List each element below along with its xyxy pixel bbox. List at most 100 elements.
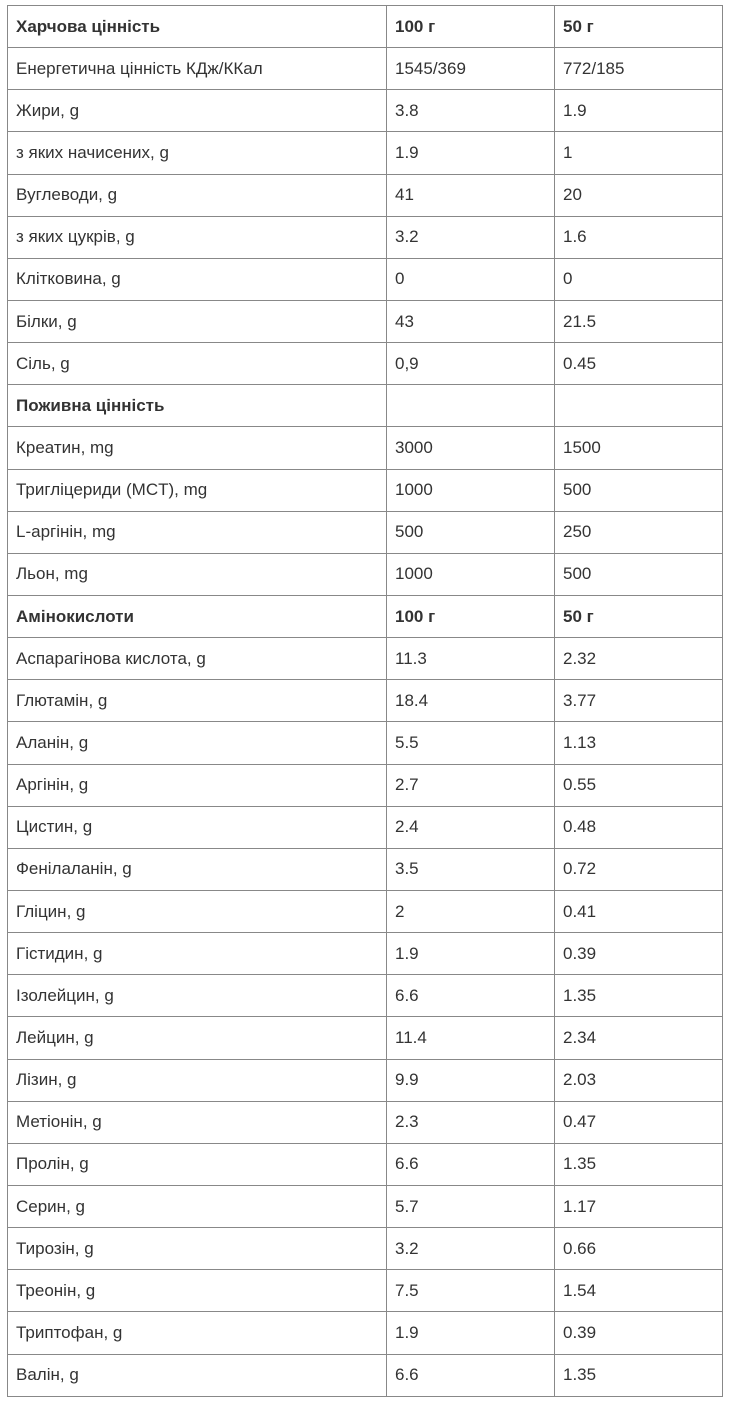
table-cell: 1000 [386,468,555,512]
table-cell: 100 г [386,4,555,49]
table-cell: 2 [386,889,555,934]
table-cell: з яких цукрів, g [7,215,387,259]
table-row: Гістидин, g 1.9 0.39 [7,932,723,976]
table-cell: 0.39 [554,1311,723,1355]
table-cell: Енергетична цінність КДж/ККал [7,47,387,91]
table-cell: Триптофан, g [7,1311,387,1355]
table-cell: 5.7 [386,1184,555,1229]
table-cell: Білки, g [7,299,387,344]
table-cell: 500 [554,552,723,596]
table-cell: Цистин, g [7,805,387,849]
table-cell: L-аргінін, mg [7,510,387,554]
table-row: Метіонін, g 2.3 0.47 [7,1100,723,1144]
table-row: Амінокислоти 100 г 50 г [7,594,723,639]
table-row: Лізин, g 9.9 2.03 [7,1058,723,1102]
table-cell: 1.35 [554,974,723,1018]
table-cell: Треонін, g [7,1269,387,1313]
table-cell: Лейцин, g [7,1016,387,1060]
table-cell: 0,9 [386,342,555,386]
table-body: Харчова цінність 100 г 50 г Енергетична цін… [7,4,723,1397]
table-cell [386,384,555,428]
table-row: Льон, mg 1000 500 [7,552,723,596]
table-row: Триптофан, g 1.9 0.39 [7,1311,723,1355]
nutrition-table: Харчова цінність 100 г 50 г Енергетична цін… [7,4,723,1397]
table-cell: Тригліцериди (MCT), mg [7,468,387,512]
table-cell: Глютамін, g [7,679,387,723]
table-cell: Поживна цінність [7,384,387,428]
table-cell: Сіль, g [7,342,387,386]
table-cell: Вуглеводи, g [7,173,387,217]
table-cell: 3.2 [386,1227,555,1271]
table-cell: Ізолейцин, g [7,974,387,1018]
table-row: з яких начисених, g 1.9 1 [7,131,723,175]
table-cell: Харчова цінність [7,4,387,49]
table-cell: 0.45 [554,342,723,386]
table-row: Пролін, g 6.6 1.35 [7,1142,723,1186]
table-cell: 2.03 [554,1058,723,1102]
table-cell: 2.32 [554,637,723,681]
table-cell: Гістидин, g [7,932,387,976]
table-row: Енергетична цінність КДж/ККал 1545/369 772… [7,47,723,91]
table-cell: Амінокислоти [7,594,387,639]
table-cell: Аргінін, g [7,763,387,807]
table-cell: Фенілаланін, g [7,847,387,891]
table-row: Аланін, g 5.5 1.13 [7,721,723,765]
table-cell: Клітковина, g [7,257,387,301]
table-cell: 11.3 [386,637,555,681]
table-row: Ізолейцин, g 6.6 1.35 [7,974,723,1018]
table-cell: Валін, g [7,1353,387,1397]
table-cell: 3.2 [386,215,555,259]
table-row: Креатин, mg 3000 1500 [7,426,723,470]
table-cell: 3.5 [386,847,555,891]
table-cell: Аспарагінова кислота, g [7,637,387,681]
table-cell: 2.4 [386,805,555,849]
table-cell: 1500 [554,426,723,470]
table-cell: 2.34 [554,1016,723,1060]
table-cell: 0.39 [554,932,723,976]
table-cell: 1 [554,131,723,175]
table-cell: Льон, mg [7,552,387,596]
table-cell: 50 г [554,594,723,639]
table-cell: 0.55 [554,763,723,807]
table-row: Вуглеводи, g 41 20 [7,173,723,217]
table-cell: Пролін, g [7,1142,387,1186]
table-cell: 3.8 [386,89,555,133]
table-cell: 1.13 [554,721,723,765]
table-cell: 0.47 [554,1100,723,1144]
table-row: Жири, g 3.8 1.9 [7,89,723,133]
table-cell: 0.72 [554,847,723,891]
table-row: Треонін, g 7.5 1.54 [7,1269,723,1313]
table-cell: 43 [386,299,555,344]
table-cell: 18.4 [386,679,555,723]
table-cell: 0.66 [554,1227,723,1271]
table-cell: 2.3 [386,1100,555,1144]
table-cell: Жири, g [7,89,387,133]
table-cell: 3.77 [554,679,723,723]
table-cell: 5.5 [386,721,555,765]
table-row: Тирозін, g 3.2 0.66 [7,1227,723,1271]
table-cell: 6.6 [386,974,555,1018]
table-row: Гліцин, g 2 0.41 [7,889,723,934]
table-row: Лейцин, g 11.4 2.34 [7,1016,723,1060]
table-row: Серин, g 5.7 1.17 [7,1184,723,1229]
table-cell: 1.9 [386,1311,555,1355]
table-row: з яких цукрів, g 3.2 1.6 [7,215,723,259]
table-row: Фенілаланін, g 3.5 0.72 [7,847,723,891]
table-row: L-аргінін, mg 500 250 [7,510,723,554]
table-cell: 1.17 [554,1184,723,1229]
table-cell: 100 г [386,594,555,639]
table-cell: Тирозін, g [7,1227,387,1271]
table-cell: 1545/369 [386,47,555,91]
table-cell: Гліцин, g [7,889,387,934]
table-cell: 9.9 [386,1058,555,1102]
table-cell: 1.9 [554,89,723,133]
table-cell: з яких начисених, g [7,131,387,175]
table-cell: 3000 [386,426,555,470]
table-row: Аспарагінова кислота, g 11.3 2.32 [7,637,723,681]
table-cell: 500 [386,510,555,554]
table-cell: 1000 [386,552,555,596]
table-cell: 21.5 [554,299,723,344]
table-cell: 772/185 [554,47,723,91]
table-cell: 7.5 [386,1269,555,1313]
